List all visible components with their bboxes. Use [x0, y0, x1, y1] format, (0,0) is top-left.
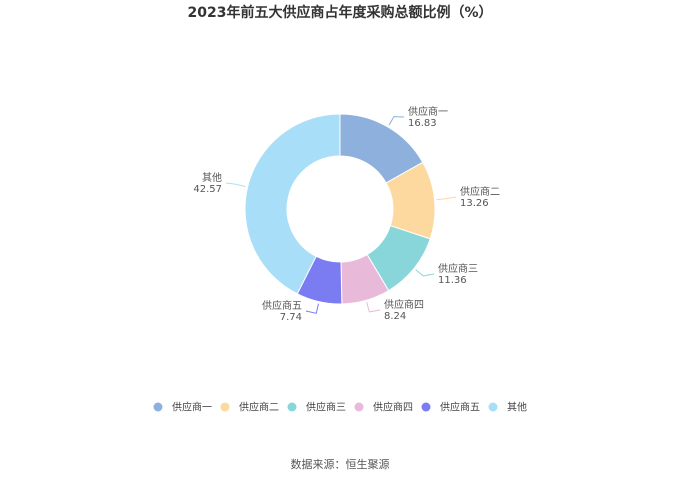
leader-line-5: [305, 303, 319, 314]
legend-marker-5: [421, 402, 431, 412]
slice-name-label-3: 供应商三: [438, 262, 478, 275]
legend-label-5: 供应商五: [440, 401, 480, 414]
slice-value-label-4: 8.24: [384, 311, 406, 322]
leader-line-6: [225, 182, 246, 188]
legend-label-6: 其他: [507, 401, 527, 414]
legend-marker-4: [354, 402, 364, 412]
slice-value-label-5: 7.74: [280, 312, 302, 323]
slice-value-label-6: 42.57: [193, 184, 222, 195]
slice-value-label-1: 16.83: [408, 118, 437, 129]
legend-marker-2: [220, 402, 230, 412]
leader-line-1: [388, 116, 405, 126]
legend-marker-1: [153, 402, 163, 412]
legend-label-1: 供应商一: [172, 401, 212, 414]
slice-6: [244, 113, 341, 295]
leader-line-3: [415, 269, 435, 277]
legend: 供应商一 供应商二 供应商三 供应商四 供应商五 其他: [153, 401, 527, 414]
slice-name-label-1: 供应商一: [408, 105, 448, 118]
legend-marker-6: [488, 402, 498, 412]
legend-label-2: 供应商二: [239, 401, 279, 414]
leader-line-4: [366, 302, 381, 313]
slice-value-label-2: 13.26: [460, 198, 489, 209]
legend-label-4: 供应商四: [373, 401, 413, 414]
source-note: 数据来源：恒生聚源: [291, 457, 390, 471]
chart-title: 2023年前五大供应商占年度采购总额比例（%）: [188, 4, 493, 21]
leader-line-2: [436, 196, 457, 201]
slice-name-label-6: 其他: [202, 171, 222, 184]
legend-marker-3: [287, 402, 297, 412]
donut-slices: [244, 113, 436, 305]
slice-name-label-2: 供应商二: [460, 185, 500, 198]
slice-name-label-5: 供应商五: [262, 299, 302, 312]
slice-name-label-4: 供应商四: [384, 298, 424, 311]
legend-label-3: 供应商三: [306, 401, 346, 414]
slice-value-label-3: 11.36: [438, 275, 467, 286]
